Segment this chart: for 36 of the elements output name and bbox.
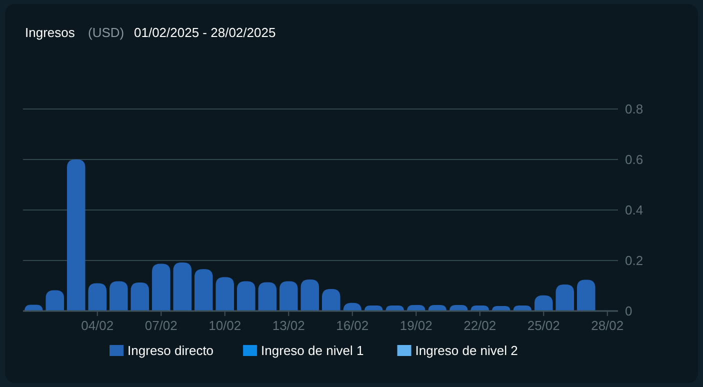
- x-tick-label: 04/02: [81, 318, 114, 333]
- legend-label: Ingreso de nivel 2: [415, 343, 518, 358]
- bar: [556, 284, 574, 311]
- bar: [152, 264, 170, 311]
- y-tick-label: 0: [625, 304, 632, 318]
- chart-subtitle: 01/02/2025 - 28/02/2025: [134, 25, 276, 40]
- y-tick-label: 0.6: [625, 152, 644, 167]
- y-tick-label: 0.8: [625, 102, 644, 116]
- x-tick-label: 19/02: [400, 318, 432, 333]
- y-axis-title: (USD): [88, 25, 124, 40]
- legend-label: Ingreso directo: [128, 343, 214, 358]
- bar: [216, 277, 234, 311]
- bar: [88, 283, 107, 311]
- x-tick-label: 25/02: [527, 318, 560, 333]
- bar: [109, 281, 128, 311]
- x-tick-label: 16/02: [336, 318, 369, 333]
- bar: [194, 269, 213, 311]
- bar: [66, 160, 86, 311]
- bar: [300, 279, 320, 311]
- bar: [173, 262, 192, 311]
- bar: [279, 281, 298, 311]
- y-tick-label: 0.2: [625, 253, 644, 268]
- legend-label: Ingreso de nivel 1: [261, 343, 364, 358]
- bar: [322, 289, 340, 311]
- bar: [576, 280, 596, 311]
- x-tick-label: 13/02: [272, 318, 305, 333]
- x-tick-label: 10/02: [208, 318, 242, 333]
- x-tick-label: 28/02: [591, 318, 624, 333]
- bar: [130, 282, 150, 311]
- bar: [46, 290, 64, 311]
- x-tick-label: 22/02: [464, 318, 496, 333]
- chart-title: Ingresos: [25, 25, 76, 40]
- x-tick-label: 07/02: [144, 318, 178, 333]
- y-tick-label: 0.4: [625, 202, 644, 218]
- bar: [258, 282, 277, 311]
- bar: [236, 281, 256, 311]
